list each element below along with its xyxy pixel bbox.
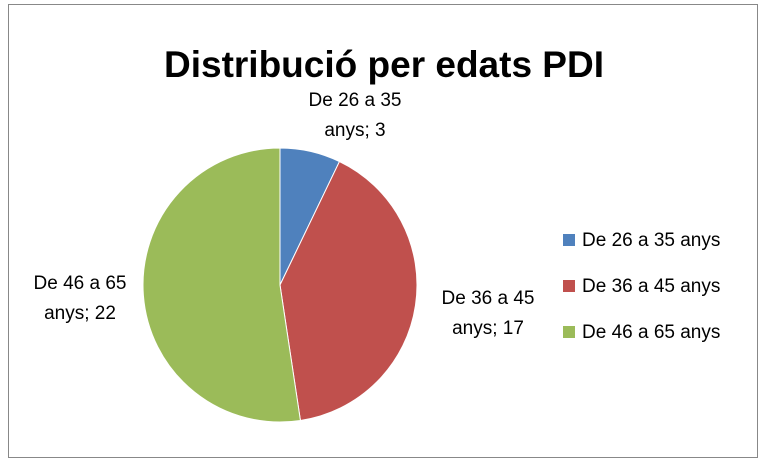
legend-label: De 26 a 35 anys [582, 230, 720, 251]
pie-slice [142, 147, 301, 423]
legend-swatch [563, 234, 575, 246]
legend-swatch [563, 326, 575, 338]
legend-label: De 46 a 65 anys [582, 322, 720, 343]
pie-slice [279, 160, 418, 422]
legend-swatch [563, 280, 575, 292]
data-label: De 26 a 35 anys; 3 [308, 90, 402, 141]
chart-title: Distribució per edats PDI [164, 44, 604, 85]
chart-frame [8, 4, 758, 458]
data-label: De 46 a 65 anys; 22 [33, 273, 127, 324]
data-label: De 36 a 45 anys; 17 [441, 288, 535, 339]
legend-label: De 36 a 45 anys [582, 276, 720, 297]
